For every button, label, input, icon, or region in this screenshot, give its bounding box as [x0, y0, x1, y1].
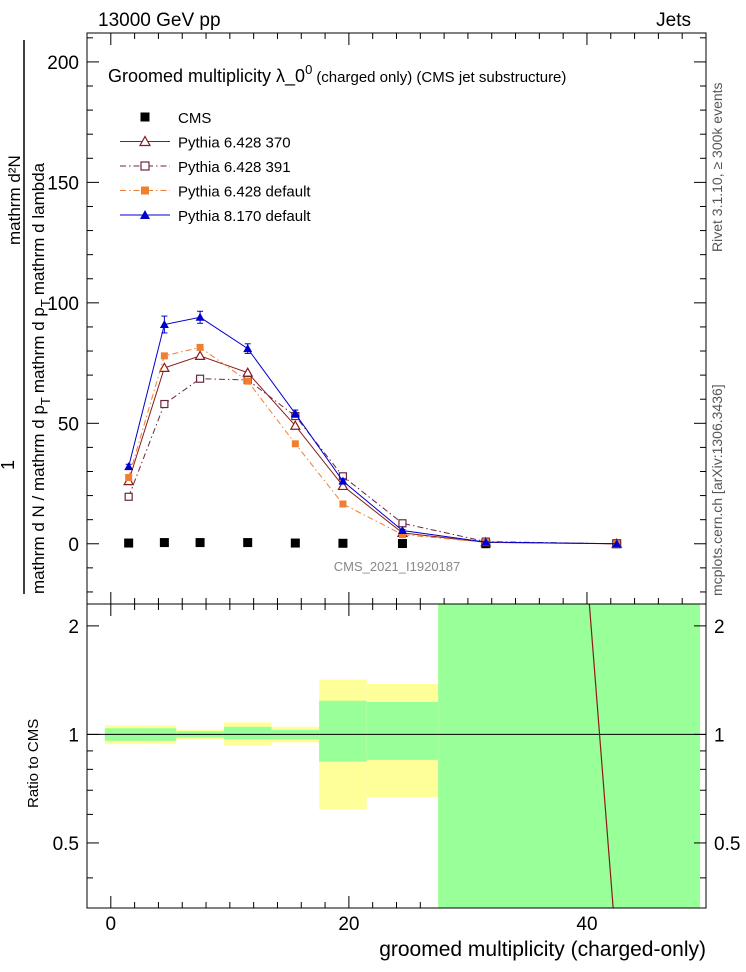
legend-marker: [140, 161, 150, 171]
data-point: [124, 462, 134, 471]
data-point: [243, 538, 253, 548]
rivet-label: Rivet 3.1.10, ≥ 300k events: [709, 82, 725, 252]
ratio-series-line: [588, 603, 614, 909]
data-point: [290, 409, 300, 418]
data-point: [289, 419, 301, 430]
ratio-y-tick-label: 2: [714, 617, 725, 638]
data-point: [195, 374, 205, 383]
analysis-id: CMS_2021_I1920187: [334, 559, 461, 574]
data-point: [398, 531, 406, 539]
ratio-y-tick-label: 0.5: [53, 834, 79, 855]
legend-label: CMS: [178, 110, 211, 127]
ratio-band-inner: [319, 700, 367, 762]
y-tick-label: 0: [68, 535, 79, 556]
data-point: [242, 366, 254, 377]
ratio-y-label: Ratio to CMS: [25, 719, 42, 808]
data-point: [337, 480, 349, 491]
legend-label: Pythia 6.428 391: [178, 159, 291, 176]
energy-label: 13000 GeV pp: [98, 10, 221, 31]
legend-marker: [140, 210, 150, 219]
data-point: [159, 538, 169, 548]
legend-label: Pythia 6.428 370: [178, 135, 291, 152]
data-point: [338, 476, 348, 485]
data-point: [124, 538, 134, 548]
data-point: [160, 399, 169, 409]
data-point: [481, 537, 491, 546]
data-point: [397, 526, 407, 535]
legend-marker: [138, 135, 152, 147]
ratio-y-tick-label: 1: [68, 725, 79, 746]
x-tick-label: 40: [576, 914, 597, 935]
ratio-y-tick-label: 1: [714, 725, 725, 746]
y-tick-label: 100: [47, 294, 79, 315]
legend: CMS Pythia 6.428 370 Pythia 6.428 391 Pythi…: [120, 110, 311, 225]
data-point: [160, 352, 168, 360]
data-point: [195, 312, 205, 321]
svg-text:1: 1: [0, 460, 18, 470]
x-axis-label: groomed multiplicity (charged-only): [379, 938, 706, 961]
series-pythia-6-428-391: [124, 374, 621, 548]
mcplots-label: mcplots.cern.ch [arXiv:1306.3436]: [709, 384, 725, 596]
ratio-frame: [86, 603, 707, 909]
data-point: [158, 362, 170, 372]
x-tick-label: 20: [338, 914, 359, 935]
x-tick-label: 0: [106, 914, 117, 935]
legend-label: Pythia 8.170 default: [178, 208, 311, 225]
chart-title: Groomed multiplicity λ_00 (charged only) …: [108, 62, 566, 87]
process-label: Jets: [656, 10, 691, 31]
data-point: [290, 538, 300, 548]
data-point: [397, 539, 407, 549]
data-point: [124, 492, 133, 501]
y-tick-label: 200: [47, 53, 79, 74]
series-line: [128, 378, 617, 545]
y-tick-label: 150: [47, 173, 79, 194]
ratio-y-tick-label: 0.5: [714, 834, 740, 855]
y-axis-label: 1 mathrm d²N mathrm d N / mathrm d pTmat…: [0, 40, 53, 594]
data-point: [338, 538, 348, 548]
data-point: [244, 377, 252, 385]
legend-marker: [141, 186, 149, 195]
ratio-panel: 0 20 40 0.5 0.5 1 1 2 2: [53, 603, 740, 935]
data-point: [291, 440, 299, 448]
data-point: [339, 500, 347, 508]
ratio-band-inner: [223, 726, 272, 740]
series-line: [128, 355, 617, 545]
series-pythia-6-428-default: [125, 343, 621, 548]
y-tick-label: 50: [58, 414, 79, 435]
y-label-denominator: mathrm d N / mathrm d pTmathrm d pTmathr…: [29, 162, 53, 594]
data-point: [195, 538, 205, 548]
ratio-y-tick-label: 2: [68, 617, 79, 638]
data-point: [125, 474, 133, 482]
y-label-numerator: mathrm d²N: [5, 155, 24, 245]
main-panel: 0 50 100 150 200: [47, 32, 707, 908]
ratio-band-inner: [438, 604, 701, 908]
legend-label: Pythia 6.428 default: [178, 184, 311, 201]
data-point: [196, 343, 204, 351]
data-point: [612, 539, 622, 548]
data-point: [398, 519, 407, 528]
series-pythia-8-170-default: [124, 310, 622, 548]
data-point: [243, 344, 253, 353]
legend-marker: [140, 112, 150, 122]
data-point: [159, 320, 169, 329]
data-point: [194, 350, 206, 360]
ratio-band-inner: [366, 701, 439, 760]
